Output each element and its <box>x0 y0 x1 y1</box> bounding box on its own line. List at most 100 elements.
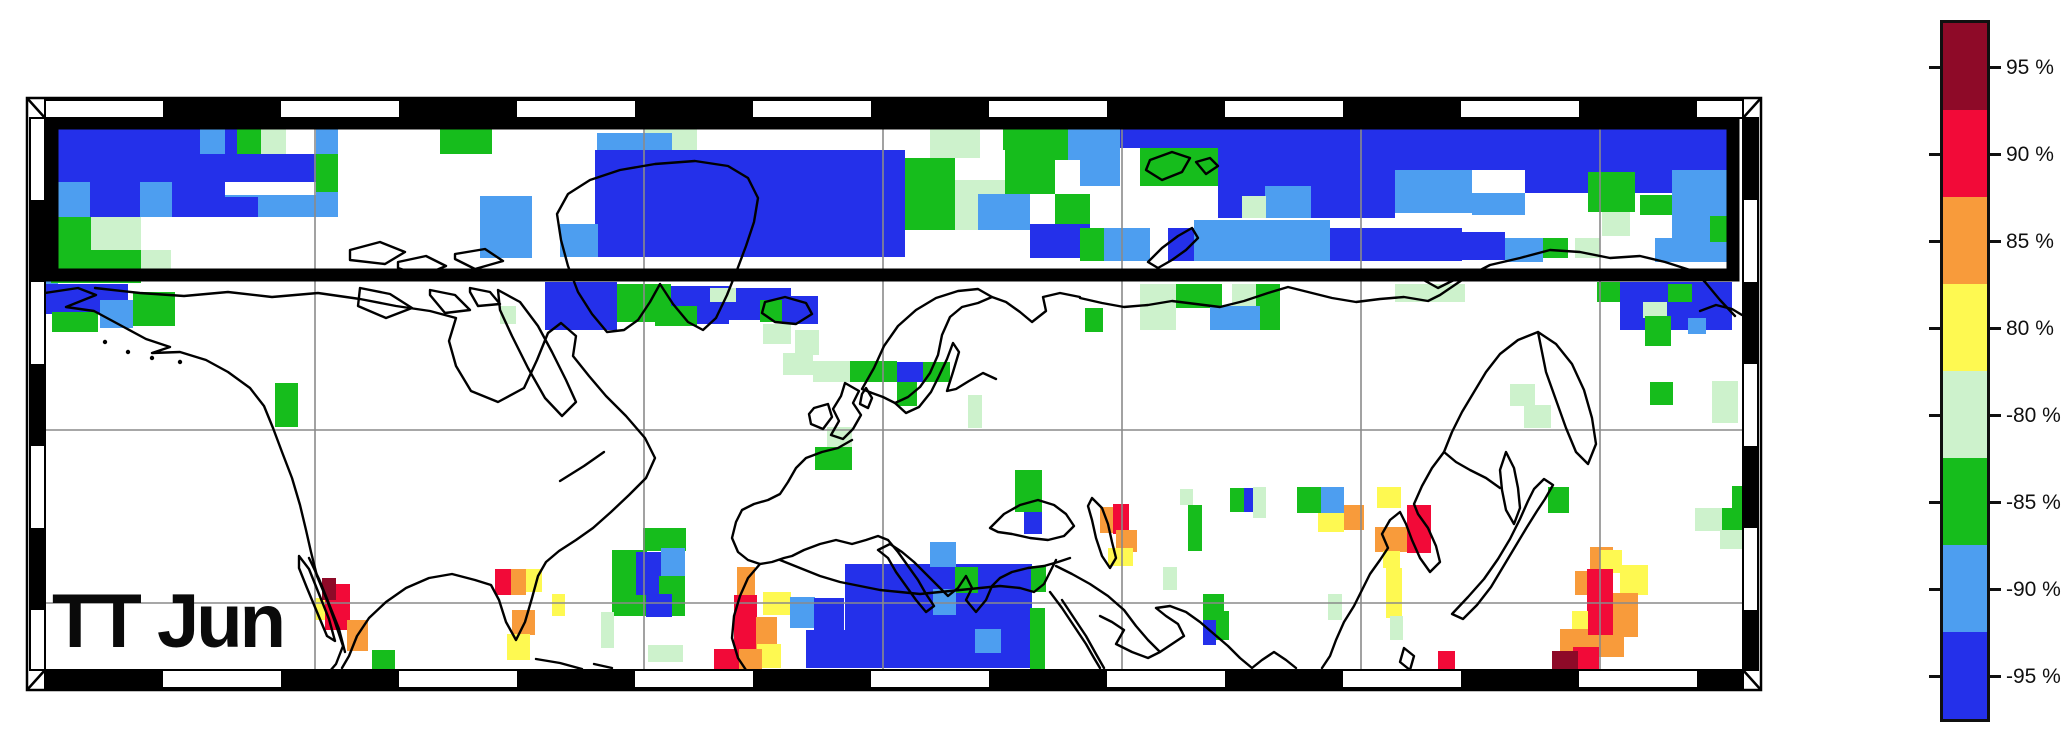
grid-cell <box>850 361 897 382</box>
grid-cell <box>739 649 762 670</box>
colorbar-tick-left <box>1929 413 1943 417</box>
grid-cell <box>316 192 338 217</box>
grid-cell <box>1330 228 1462 261</box>
grid-cell <box>90 182 140 217</box>
frame-top-segment <box>1461 100 1579 118</box>
coastline <box>558 450 606 483</box>
grid-cell <box>1232 284 1256 308</box>
grid-cell <box>511 569 526 595</box>
grid-cell <box>1572 611 1588 633</box>
grid-cell <box>1548 487 1569 513</box>
grid-cell <box>51 128 200 154</box>
grid-cell <box>1253 487 1266 518</box>
frame-left-segment <box>30 118 45 200</box>
grid-cell <box>507 634 530 660</box>
coastline <box>1086 496 1118 570</box>
frame-bottom-segment <box>281 670 399 688</box>
coastline <box>356 286 414 320</box>
grid-cell <box>1344 505 1364 530</box>
colorbar-segment <box>1943 458 1987 545</box>
grid-cell <box>601 612 614 648</box>
frame-bottom-segment <box>45 670 163 688</box>
grid-cell <box>1210 306 1260 330</box>
grid-cell <box>790 597 815 628</box>
colorbar-label: -95 % <box>2006 664 2061 688</box>
grid-cell <box>316 128 338 154</box>
coastline <box>990 291 1082 324</box>
grid-cell <box>1085 308 1103 332</box>
coastline <box>829 381 863 441</box>
frame-right-segment <box>1743 118 1758 200</box>
colorbar-tick-left <box>1929 674 1943 678</box>
frame-top-segment <box>753 100 871 118</box>
grid-cell <box>1588 172 1635 212</box>
grid-cell <box>495 569 511 595</box>
grid-cell <box>1438 651 1455 670</box>
arctic-highlight-box <box>45 116 1740 282</box>
frame-left-segment <box>30 364 45 446</box>
grid-cell <box>58 217 91 250</box>
coastline <box>1146 226 1200 270</box>
frame-bottom-segment <box>1697 670 1743 688</box>
frame-right-segment <box>1743 364 1758 446</box>
coastline <box>1078 248 1737 318</box>
grid-cell <box>930 128 980 158</box>
grid-cell <box>1692 126 1732 170</box>
grid-cell <box>372 650 395 670</box>
frame-bottom-segment <box>989 670 1107 688</box>
grid-cell <box>1573 647 1599 670</box>
grid-cell <box>763 324 791 344</box>
grid-cell <box>1688 318 1706 334</box>
coastline <box>893 341 998 415</box>
frame-bottom-segment <box>753 670 871 688</box>
frame-corner-bevel <box>26 669 46 691</box>
frame-left-segment <box>30 200 45 282</box>
coastline <box>1144 150 1220 182</box>
frame-bottom-segment <box>1107 670 1225 688</box>
frame-top-segment <box>1107 100 1225 118</box>
grid-cell <box>1600 550 1622 573</box>
grid-cell <box>225 128 237 154</box>
grid-cell <box>636 552 662 595</box>
grid-cell <box>930 542 956 567</box>
grid-cell <box>1140 284 1176 330</box>
grid-cell <box>1080 126 1120 186</box>
map-content-border <box>44 117 1744 671</box>
grid-cell <box>1113 504 1129 534</box>
grid-cell <box>560 224 598 257</box>
grid-cell <box>440 126 492 154</box>
checkered-map-frame <box>25 96 1763 692</box>
grid-cell <box>978 194 1030 230</box>
frame-left-segment <box>30 610 45 670</box>
grid-cell <box>200 197 258 217</box>
significance-cells-layer <box>45 120 1743 670</box>
frame-bottom-segment <box>1579 670 1697 688</box>
grid-cell <box>1104 228 1150 261</box>
coastlines-layer <box>45 150 1743 670</box>
frame-bottom-segment <box>163 670 281 688</box>
grid-cell <box>1613 593 1638 637</box>
grid-cell <box>1265 186 1311 218</box>
frame-left-segment <box>30 446 45 528</box>
coastline <box>988 498 1076 542</box>
grid-cell <box>1395 126 1525 170</box>
coastline <box>496 288 578 418</box>
island-dot <box>177 359 183 365</box>
grid-cell <box>1668 284 1692 302</box>
grid-cell <box>1230 488 1244 512</box>
grid-cell <box>1297 487 1321 513</box>
coastline <box>468 286 502 308</box>
grid-cell <box>200 128 225 154</box>
grid-cell <box>58 154 318 182</box>
frame-corner-bevel <box>26 97 46 119</box>
frame-bottom-segment <box>399 670 517 688</box>
coastline <box>348 240 407 266</box>
frame-bottom-segment <box>871 670 989 688</box>
grid-cell <box>1597 282 1623 302</box>
frame-corner-bevel <box>1742 669 1762 691</box>
colorbar-tick-right <box>1987 326 2001 330</box>
coastline <box>807 402 834 431</box>
colorbar-segment <box>1943 545 1987 632</box>
colorbar-label: 80 % <box>2006 316 2054 340</box>
